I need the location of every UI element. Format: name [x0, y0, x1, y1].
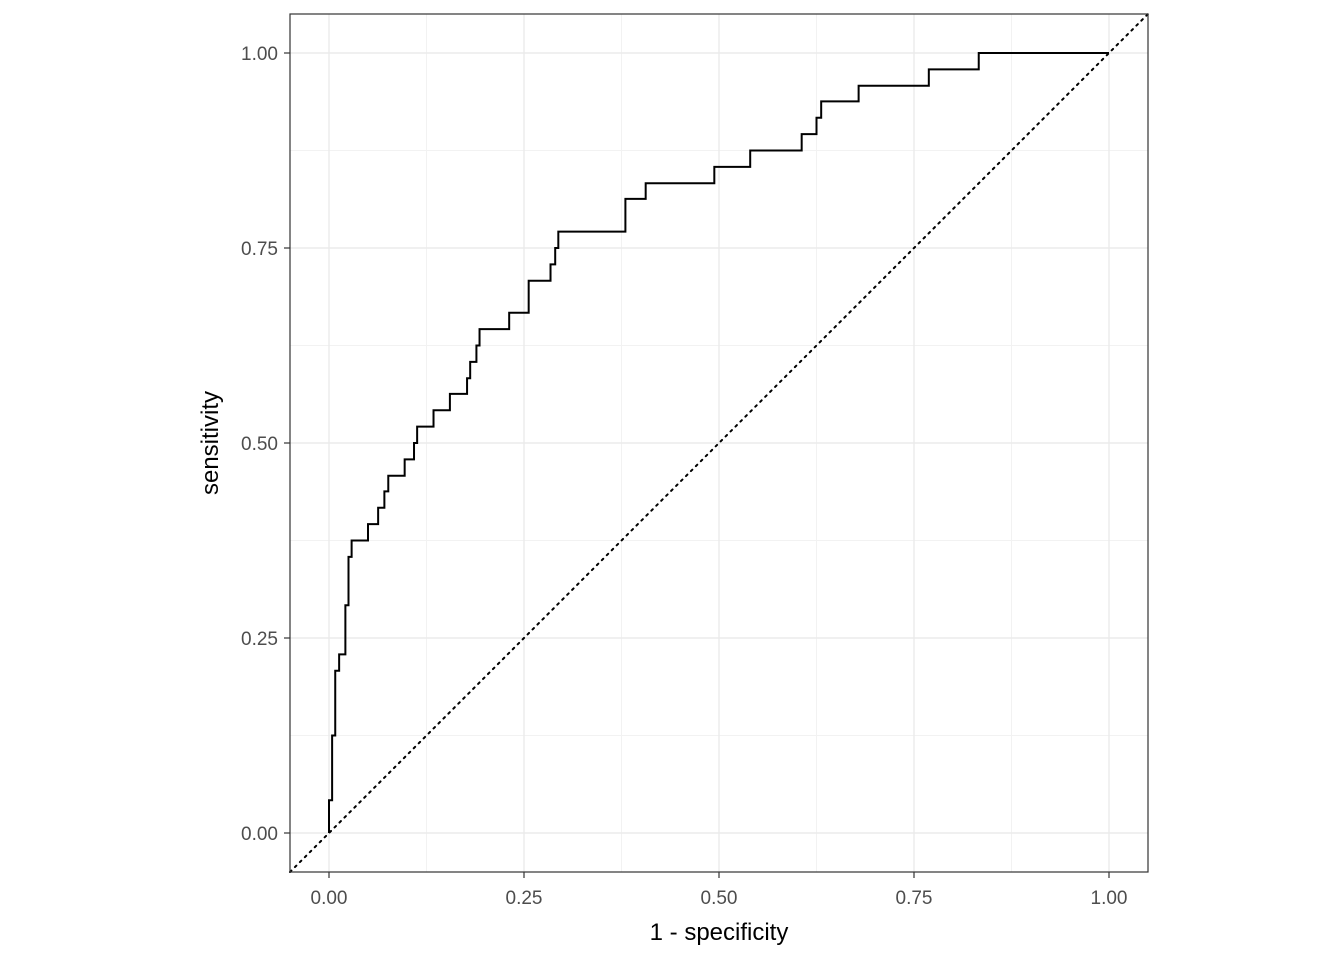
y-tick-label: 0.50 [241, 434, 278, 455]
x-tick-label: 1.00 [1091, 888, 1128, 909]
y-axis-ticks: 0.00 0.25 0.50 0.75 1.00 [241, 44, 290, 845]
y-tick-label: 1.00 [241, 44, 278, 65]
y-tick-label: 0.25 [241, 629, 278, 650]
y-tick-label: 0.75 [241, 239, 278, 260]
y-tick-label: 0.00 [241, 824, 278, 845]
x-tick-label: 0.25 [506, 888, 543, 909]
x-tick-label: 0.00 [311, 888, 348, 909]
y-axis-title: sensitivity [197, 391, 224, 495]
roc-curve [328, 52, 1109, 833]
x-tick-label: 0.50 [701, 888, 738, 909]
x-tick-label: 0.75 [896, 888, 933, 909]
grid-major [290, 14, 1148, 872]
x-axis-ticks: 0.00 0.25 0.50 0.75 1.00 [311, 872, 1128, 909]
x-axis-title: 1 - specificity [650, 919, 789, 946]
reference-diagonal-line [289, 13, 1149, 873]
series-layer [289, 13, 1149, 873]
